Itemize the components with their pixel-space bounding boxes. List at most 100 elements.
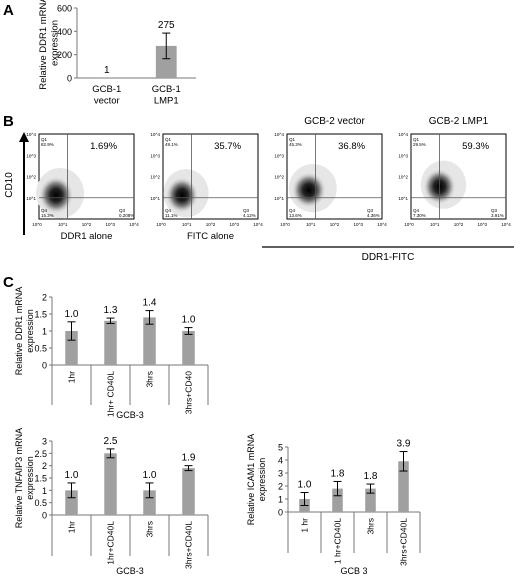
- bar: [104, 320, 117, 365]
- quadrant-q2-percent: 59.3%: [462, 141, 489, 152]
- density-cloud: [291, 172, 326, 208]
- bar: [155, 45, 177, 78]
- quadrant-q2-percent: 36.8%: [338, 141, 365, 152]
- category-label: 1hr+ CD40L: [106, 371, 116, 417]
- x-tick-label: 10^2: [330, 222, 340, 227]
- x-tick-label: 10^1: [306, 222, 316, 227]
- data-label: 1.8: [364, 471, 378, 482]
- y-tick-label: 0.5: [34, 344, 47, 354]
- y-tick-label: 10^3: [150, 153, 160, 158]
- y-tick-label: 3: [42, 437, 47, 447]
- category-label: 3hrs+CD40L: [184, 521, 194, 569]
- y-axis-label: Relative ICAM1 mRNAexpression: [246, 434, 267, 526]
- x-tick-label: 10^3: [105, 222, 115, 227]
- data-label: 3.9: [397, 439, 411, 450]
- x-tick-label: 10^3: [353, 222, 363, 227]
- x-tick-label: 10^3: [477, 222, 487, 227]
- y-tick-label: 3: [278, 469, 283, 479]
- quadrant-q3-label: Q3 3.91%: [491, 208, 504, 218]
- category-label: 1hr+CD40L: [106, 521, 116, 565]
- x-tick-label: 10^0: [280, 222, 290, 227]
- y-tick-label: 10^1: [150, 196, 160, 201]
- y-tick-label: 0: [278, 508, 283, 518]
- y-tick-label: 1.5: [34, 474, 47, 484]
- quadrant-q4-label: Q4 11.1%: [165, 208, 177, 218]
- y-tick-label: 1.5: [34, 310, 47, 320]
- flow-plot-1: Q1 82.9% Q4 15.2% Q3 0.208% 1.69% 10^0 10^1 10^1 1…: [26, 132, 139, 242]
- bar: [65, 331, 78, 365]
- data-label: 1: [104, 65, 110, 76]
- chart-c3: 0 1 2 3 4 5 1.0 1 hr 1.8 1 hr+CD40L 1.8 3hrs 3.9 3hrs…: [246, 434, 421, 576]
- y-tick-label: 1: [42, 486, 47, 496]
- y-tick-label: 4: [278, 456, 283, 466]
- category-label: 3hrs: [145, 521, 155, 538]
- panel-letter-b: B: [3, 113, 14, 130]
- y-tick-label: 10^2: [150, 175, 160, 180]
- category-label: 1hr: [67, 521, 77, 533]
- y-axis-label: Relative DDR1 mRNAexpression: [14, 287, 35, 376]
- x-tick-label: 10^4: [377, 222, 387, 227]
- quadrant-q1-label: Q1 82.9%: [41, 137, 54, 147]
- bar: [332, 488, 343, 512]
- x-tick-label: 10^0: [156, 222, 166, 227]
- y-tick-label: 10^3: [398, 153, 408, 158]
- bar: [398, 461, 409, 512]
- x-tick-label: 10^4: [253, 222, 263, 227]
- plot-top-label: GCB-2 LMP1: [429, 116, 489, 127]
- x-tick-label: 10^1: [58, 222, 68, 227]
- category-label: 3hrs: [366, 518, 376, 535]
- x-tick-label: 10^4: [501, 222, 511, 227]
- category-label: 1 hr: [300, 518, 310, 533]
- category-label: 1hr: [67, 371, 77, 383]
- data-label: 1.0: [143, 470, 157, 481]
- flow-plots: Q1 82.9% Q4 15.2% Q3 0.208% 1.69% 10^0 10^1 10^1 1…: [26, 116, 511, 242]
- quadrant-q3-label: Q3 0.208%: [119, 208, 134, 218]
- y-tick-label: 10^3: [26, 153, 36, 158]
- y-tick-label: 5: [278, 443, 283, 453]
- y-tick-label: 10^2: [26, 175, 36, 180]
- quadrant-q4-label: Q4 13.6%: [289, 208, 302, 218]
- y-tick-label: 0: [67, 74, 72, 84]
- y-tick-label: 10^1: [26, 196, 36, 201]
- data-label: 1.8: [331, 468, 345, 479]
- y-tick-label: 10^2: [274, 175, 284, 180]
- flow-plot-3: Q1 45.3% Q4 13.6% Q3 4.36% 36.8% 10^0 10^1 10^1 10…: [274, 116, 387, 227]
- y-tick-label: 10^1: [398, 196, 408, 201]
- plot-x-label: DDR1 alone: [61, 231, 113, 242]
- x-tick-label: 10^4: [129, 222, 139, 227]
- flow-plot-2: Q1 49.1% Q4 11.1% Q3 4.12% 35.7% 10^0 10^1 10^1 10…: [150, 132, 263, 242]
- plot-top-label: GCB-2 vector: [304, 116, 365, 127]
- quadrant-q3-label: Q3 4.12%: [243, 208, 256, 218]
- chart-c1: 0 0.5 1 1.5 2 1.0 1hr 1.3 1hr+ CD40L 1.4 3hrs 1.0 3h…: [14, 287, 209, 420]
- x-tick-label: 10^2: [206, 222, 216, 227]
- y-tick-label: 10^4: [274, 132, 284, 137]
- panel-b-y-label: CD10: [4, 172, 15, 198]
- bar: [65, 490, 78, 515]
- bar: [182, 331, 195, 365]
- category-label: GCB-1 vector: [92, 84, 121, 107]
- category-label: 3hrs: [145, 371, 155, 388]
- quadrant-q1-label: Q1 45.3%: [289, 137, 302, 147]
- y-tick-label: 10^3: [274, 153, 284, 158]
- x-tick-label: 10^0: [404, 222, 414, 227]
- quadrant-q4-label: Q4 15.2%: [41, 208, 54, 218]
- x-tick-label: 10^0: [32, 222, 42, 227]
- category-label: GCB-1 LMP1: [152, 84, 181, 107]
- data-label: 1.3: [104, 305, 118, 316]
- x-tick-label: 10^3: [229, 222, 239, 227]
- panel-b-y-arrow: [19, 132, 29, 235]
- y-tick-label: 200: [57, 50, 72, 60]
- data-label: 1.0: [65, 309, 79, 320]
- category-label: 3hrs+CD40L: [399, 518, 409, 566]
- bar: [365, 488, 376, 512]
- quadrant-q4-label: Q4 7.30%: [413, 208, 426, 218]
- bar: [104, 453, 117, 515]
- x-tick-label: 10^2: [454, 222, 464, 227]
- panel-letter-c: C: [3, 274, 14, 291]
- x-axis-label: GCB 3: [340, 566, 367, 576]
- y-tick-label: 1: [278, 495, 283, 505]
- quadrant-q2-percent: 1.69%: [90, 141, 117, 152]
- data-label: 275: [158, 20, 175, 31]
